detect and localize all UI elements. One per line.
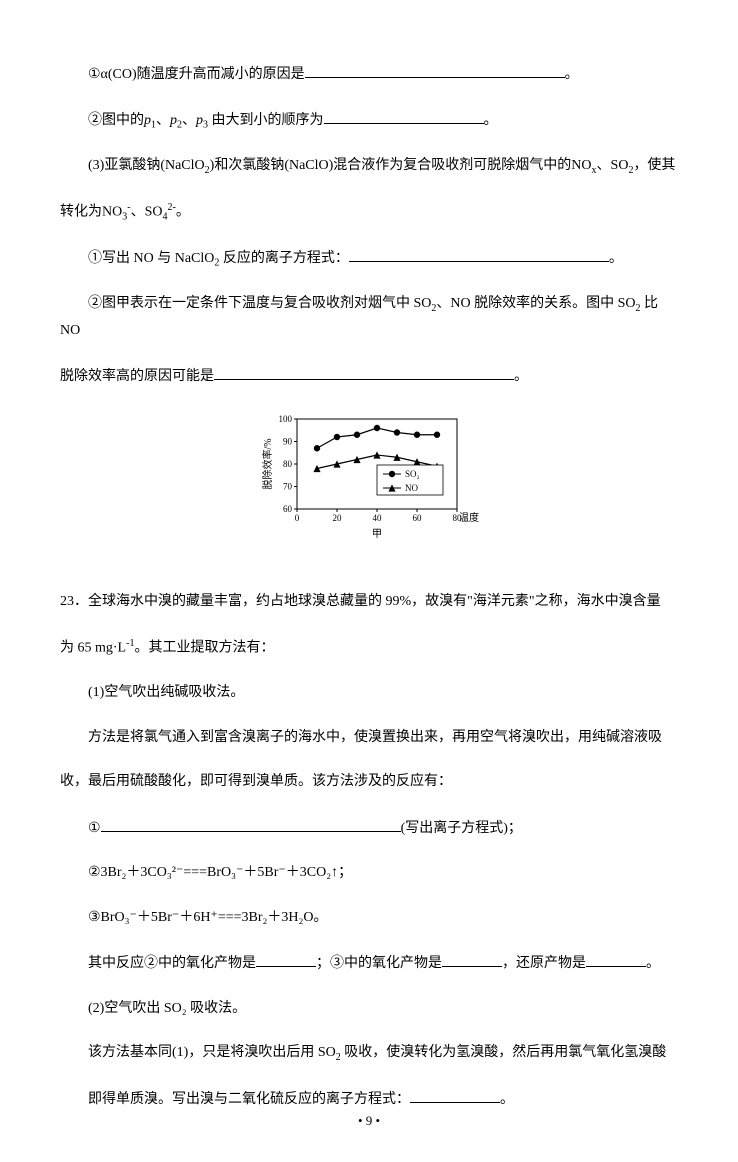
text: 。其工业提取方法有： — [134, 640, 274, 655]
svg-text:温度/℃: 温度/℃ — [459, 511, 479, 524]
method-1-body-cont: 收，最后用硫酸酸化，即可得到溴单质。该方法涉及的反应有： — [60, 769, 678, 796]
text: 、SO — [597, 158, 629, 173]
text: 。 — [176, 204, 190, 219]
text: ③BrO₃⁻＋5Br⁻＋6H⁺===3Br₂＋3H₂O。 — [88, 910, 328, 925]
svg-text:100: 100 — [279, 414, 293, 424]
svg-text:60: 60 — [413, 513, 423, 523]
page-number: • 9 • — [358, 1113, 380, 1128]
text: ；③中的氧化产物是 — [316, 956, 442, 971]
text: 。 — [609, 251, 623, 266]
text: 吸收，使溴转化为氢溴酸，然后再用氯气氧化氢溴酸 — [341, 1045, 667, 1060]
svg-text:NO: NO — [405, 483, 418, 493]
method-2-title: (2)空气吹出 SO₂ 吸收法。 — [60, 996, 678, 1023]
var-p3: p — [196, 113, 203, 128]
method-2-body: 该方法基本同(1)，只是将溴吹出后用 SO2 吸收，使溴转化为氢溴酸，然后再用氯… — [60, 1040, 678, 1067]
text: 。 — [646, 956, 660, 971]
text: 由大到小的顺序为 — [212, 113, 324, 128]
text: 。 — [500, 1092, 514, 1107]
svg-text:60: 60 — [283, 504, 293, 514]
answer-blank[interactable] — [214, 362, 514, 380]
svg-text:70: 70 — [283, 481, 293, 491]
text: 、NO 脱除效率的关系。图中 SO — [436, 296, 635, 311]
question-3-intro: (3)亚氯酸钠(NaClO2)和次氯酸钠(NaClO)混合液作为复合吸收剂可脱除… — [60, 153, 678, 180]
answer-blank[interactable] — [324, 106, 484, 124]
efficiency-chart: 60708090100020406080脱除效率/%温度/℃甲SO₂NO — [259, 409, 479, 560]
text: 23．全球海水中溴的藏量丰富，约占地球溴总藏量的 99%，故溴有"海洋元素"之称… — [60, 594, 661, 609]
text: 收，最后用硫酸酸化，即可得到溴单质。该方法涉及的反应有： — [60, 774, 452, 789]
text: )和次氯酸钠(NaClO)混合液作为复合吸收剂可脱除烟气中的NO — [210, 158, 592, 173]
question-3-2-cont: 脱除效率高的原因可能是 。 — [60, 362, 678, 390]
question-1-1: ①α(CO)随温度升高而减小的原因是 。 — [60, 60, 678, 88]
question-3-1: ①写出 NO 与 NaClO2 反应的离子方程式：。 — [60, 244, 678, 273]
text: ，使其 — [633, 158, 675, 173]
text: (1)空气吹出纯碱吸收法。 — [88, 685, 244, 700]
text: 。 — [565, 67, 579, 82]
text: (写出离子方程式)； — [401, 821, 522, 836]
text: ，还原产物是 — [502, 956, 586, 971]
question-23-intro-cont: 为 65 mg·L-1。其工业提取方法有： — [60, 634, 678, 662]
text: 该方法基本同(1)，只是将溴吹出后用 SO — [88, 1045, 336, 1060]
svg-text:0: 0 — [295, 513, 300, 523]
answer-blank[interactable] — [349, 244, 609, 262]
answer-blank[interactable] — [410, 1085, 500, 1103]
text: ②3Br₂＋3CO₃²⁻===BrO₃⁻＋5Br⁻＋3CO₂↑； — [88, 865, 352, 880]
method-1-eq3: ③BrO₃⁻＋5Br⁻＋6H⁺===3Br₂＋3H₂O。 — [60, 905, 678, 932]
text: 。 — [484, 113, 498, 128]
text: ①α(CO)随温度升高而减小的原因是 — [88, 67, 305, 82]
text: ①写出 NO 与 NaClO — [88, 251, 214, 266]
chart-svg: 60708090100020406080脱除效率/%温度/℃甲SO₂NO — [259, 409, 479, 549]
method-1-question: 其中反应②中的氧化产物是 ；③中的氧化产物是 ，还原产物是 。 — [60, 949, 678, 977]
document-page: ①α(CO)随温度升高而减小的原因是。 ②图中的p1、p2、p3 由大到小的顺序… — [0, 0, 738, 1162]
svg-text:脱除效率/%: 脱除效率/% — [261, 438, 274, 489]
text: ① — [88, 821, 101, 836]
answer-blank[interactable] — [305, 60, 565, 78]
question-3-intro-cont: 转化为NO3-、SO42-。 — [60, 198, 678, 226]
text: 、SO — [131, 204, 163, 219]
svg-text:甲: 甲 — [372, 529, 382, 540]
question-1-2: ②图中的p1、p2、p3 由大到小的顺序为。 — [60, 106, 678, 135]
svg-text:80: 80 — [283, 459, 293, 469]
var-p2: p — [170, 113, 177, 128]
var-p1: p — [144, 113, 151, 128]
text: 方法是将氯气通入到富含溴离子的海水中，使溴置换出来，再用空气将溴吹出，用纯碱溶液… — [88, 730, 662, 745]
question-23-intro: 23．全球海水中溴的藏量丰富，约占地球溴总藏量的 99%，故溴有"海洋元素"之称… — [60, 589, 678, 616]
text: ②图甲表示在一定条件下温度与复合吸收剂对烟气中 SO — [88, 296, 431, 311]
method-1-eq2: ②3Br₂＋3CO₃²⁻===BrO₃⁻＋5Br⁻＋3CO₂↑； — [60, 860, 678, 887]
text: 即得单质溴。写出溴与二氧化硫反应的离子方程式： — [88, 1092, 410, 1107]
method-1-title: (1)空气吹出纯碱吸收法。 — [60, 680, 678, 707]
text: 脱除效率高的原因可能是 — [60, 369, 214, 384]
text: 为 65 mg·L — [60, 640, 126, 655]
svg-text:SO₂: SO₂ — [405, 469, 420, 479]
text: (2)空气吹出 SO₂ 吸收法。 — [88, 1001, 246, 1016]
svg-text:90: 90 — [283, 436, 293, 446]
svg-text:40: 40 — [373, 513, 383, 523]
text: ②图中的 — [88, 113, 144, 128]
answer-blank[interactable] — [442, 949, 502, 967]
method-1-body: 方法是将氯气通入到富含溴离子的海水中，使溴置换出来，再用空气将溴吹出，用纯碱溶液… — [60, 725, 678, 752]
answer-blank[interactable] — [101, 814, 401, 832]
chart-container: 60708090100020406080脱除效率/%温度/℃甲SO₂NO — [60, 409, 678, 560]
question-3-2: ②图甲表示在一定条件下温度与复合吸收剂对烟气中 SO2、NO 脱除效率的关系。图… — [60, 291, 678, 344]
method-1-eq1: ① (写出离子方程式)； — [60, 814, 678, 842]
text: (3)亚氯酸钠(NaClO — [88, 158, 205, 173]
page-footer: • 9 • — [0, 1109, 738, 1134]
text: 反应的离子方程式： — [223, 251, 349, 266]
text: 。 — [514, 369, 528, 384]
svg-text:20: 20 — [333, 513, 343, 523]
answer-blank[interactable] — [256, 949, 316, 967]
text: 转化为NO — [60, 204, 122, 219]
text: 其中反应②中的氧化产物是 — [88, 956, 256, 971]
answer-blank[interactable] — [586, 949, 646, 967]
